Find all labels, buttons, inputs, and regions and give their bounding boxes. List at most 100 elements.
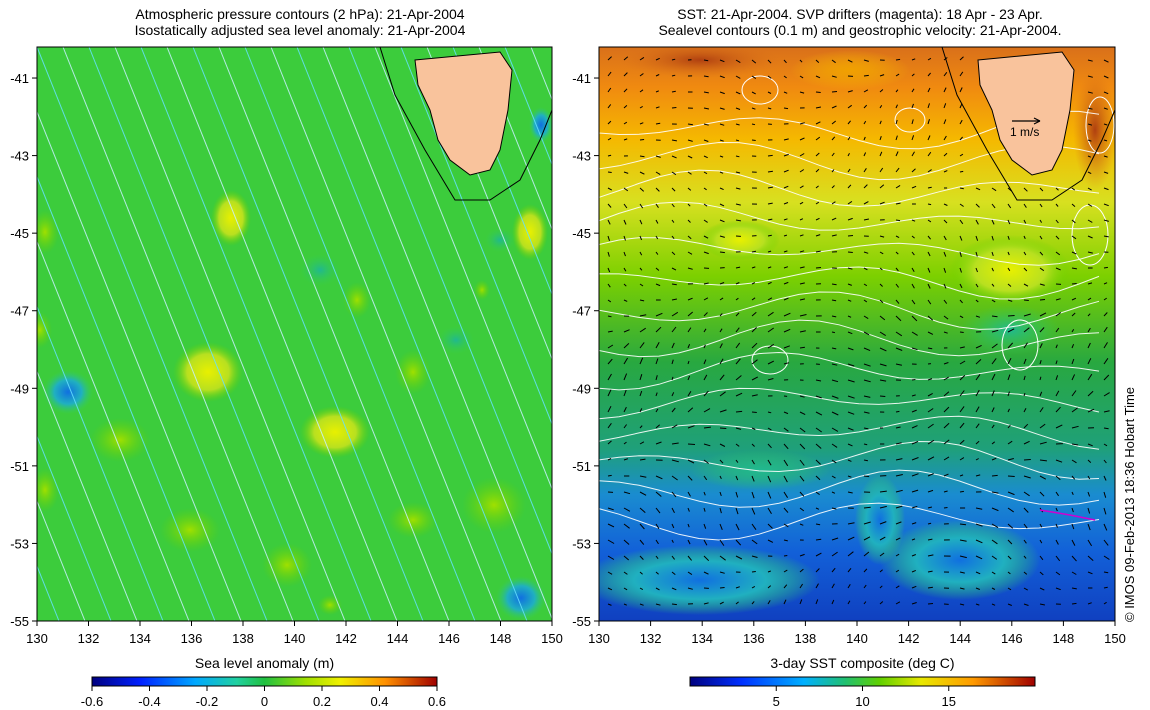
velocity-arrow bbox=[959, 251, 962, 257]
velocity-arrow bbox=[959, 474, 964, 477]
velocity-arrow bbox=[991, 441, 996, 445]
velocity-arrow bbox=[719, 459, 724, 464]
velocity-arrow bbox=[623, 389, 627, 397]
velocity-arrow bbox=[863, 267, 868, 271]
velocity-arrow bbox=[655, 219, 659, 224]
velocity-arrow bbox=[623, 441, 627, 445]
velocity-arrow bbox=[879, 569, 883, 573]
velocity-arrow bbox=[767, 218, 773, 221]
velocity-arrow bbox=[1103, 203, 1109, 207]
velocity-arrow bbox=[655, 507, 661, 514]
velocity-arrow bbox=[671, 267, 677, 271]
velocity-arrow bbox=[1087, 123, 1093, 126]
right-colorbar-label: 3-day SST composite (deg C) bbox=[770, 655, 955, 671]
velocity-arrow bbox=[895, 347, 903, 351]
velocity-arrow bbox=[991, 358, 997, 365]
velocity-arrow bbox=[911, 331, 918, 336]
velocity-arrow bbox=[911, 554, 916, 557]
velocity-arrow bbox=[623, 171, 629, 174]
velocity-arrow bbox=[767, 59, 772, 64]
sealevel-contour-line bbox=[599, 387, 1100, 420]
velocity-arrow bbox=[639, 342, 645, 349]
velocity-arrow bbox=[1007, 440, 1013, 445]
velocity-arrow bbox=[1007, 507, 1014, 513]
velocity-arrow bbox=[863, 315, 869, 320]
velocity-arrow bbox=[767, 311, 774, 317]
velocity-arrow bbox=[735, 410, 743, 413]
velocity-arrow bbox=[975, 219, 979, 225]
velocity-arrow bbox=[863, 601, 867, 605]
velocity-arrow bbox=[815, 59, 820, 63]
velocity-arrow bbox=[1039, 491, 1045, 497]
velocity-arrow bbox=[767, 443, 772, 449]
velocity-arrow bbox=[1087, 408, 1095, 413]
velocity-arrow bbox=[1071, 443, 1079, 446]
velocity-arrow bbox=[767, 427, 772, 431]
velocity-arrow bbox=[1055, 312, 1061, 317]
anomaly-blob bbox=[300, 254, 340, 286]
velocity-arrow bbox=[751, 59, 757, 64]
velocity-arrow bbox=[1103, 410, 1110, 413]
velocity-arrow bbox=[975, 203, 980, 208]
velocity-arrow bbox=[863, 89, 869, 93]
velocity-arrow bbox=[671, 587, 677, 591]
velocity-arrow bbox=[847, 283, 852, 286]
velocity-arrow bbox=[799, 395, 805, 398]
velocity-arrow bbox=[847, 331, 853, 335]
velocity-arrow bbox=[607, 587, 613, 591]
velocity-arrow bbox=[847, 567, 852, 573]
velocity-arrow bbox=[703, 523, 707, 529]
velocity-arrow bbox=[799, 443, 806, 450]
velocity-arrow bbox=[1039, 407, 1044, 413]
velocity-arrow bbox=[831, 443, 838, 448]
velocity-arrow bbox=[975, 523, 983, 527]
velocity-arrow bbox=[1087, 342, 1091, 349]
velocity-arrow bbox=[687, 507, 690, 512]
velocity-arrow bbox=[911, 103, 914, 109]
velocity-arrow bbox=[1055, 235, 1060, 240]
sealevel-contour-line bbox=[599, 266, 1100, 300]
velocity-arrow bbox=[911, 425, 918, 429]
velocity-arrow bbox=[815, 599, 819, 605]
velocity-arrow bbox=[1103, 392, 1110, 397]
velocity-arrow bbox=[1103, 374, 1110, 381]
velocity-arrow bbox=[639, 374, 643, 381]
velocity-arrow bbox=[735, 601, 739, 605]
velocity-arrow bbox=[655, 571, 659, 575]
velocity-arrow bbox=[671, 491, 677, 498]
velocity-arrow bbox=[943, 267, 947, 273]
velocity-arrow bbox=[959, 390, 965, 397]
velocity-arrow bbox=[975, 299, 979, 303]
velocity-arrow bbox=[815, 106, 822, 109]
velocity-arrow bbox=[1039, 343, 1043, 349]
velocity-arrow bbox=[783, 584, 788, 589]
velocity-arrow bbox=[671, 407, 676, 413]
velocity-arrow bbox=[1087, 443, 1093, 447]
anomaly-blob bbox=[37, 210, 59, 254]
right-colorbar bbox=[689, 676, 1036, 687]
velocity-arrow bbox=[719, 491, 722, 497]
velocity-arrow bbox=[1039, 391, 1043, 397]
left-lat-tick-label: -53 bbox=[10, 536, 29, 551]
velocity-arrow bbox=[1071, 602, 1077, 605]
velocity-arrow bbox=[1071, 407, 1078, 413]
velocity-arrow bbox=[1039, 539, 1043, 544]
velocity-arrow bbox=[895, 283, 899, 288]
velocity-arrow bbox=[751, 394, 758, 397]
velocity-arrow bbox=[1103, 571, 1109, 574]
velocity-arrow bbox=[1103, 475, 1107, 481]
velocity-arrow bbox=[607, 171, 612, 173]
velocity-arrow bbox=[975, 458, 979, 461]
velocity-arrow bbox=[623, 539, 630, 545]
velocity-arrow bbox=[863, 59, 869, 62]
velocity-arrow bbox=[1055, 507, 1058, 512]
velocity-arrow bbox=[607, 137, 612, 141]
velocity-arrow bbox=[895, 167, 900, 173]
velocity-arrow bbox=[751, 282, 756, 285]
velocity-arrow bbox=[1087, 358, 1092, 365]
velocity-arrow bbox=[639, 251, 643, 256]
velocity-arrow bbox=[1039, 283, 1045, 286]
velocity-arrow bbox=[943, 456, 950, 461]
velocity-arrow bbox=[927, 586, 933, 589]
velocity-arrow bbox=[1007, 267, 1011, 272]
